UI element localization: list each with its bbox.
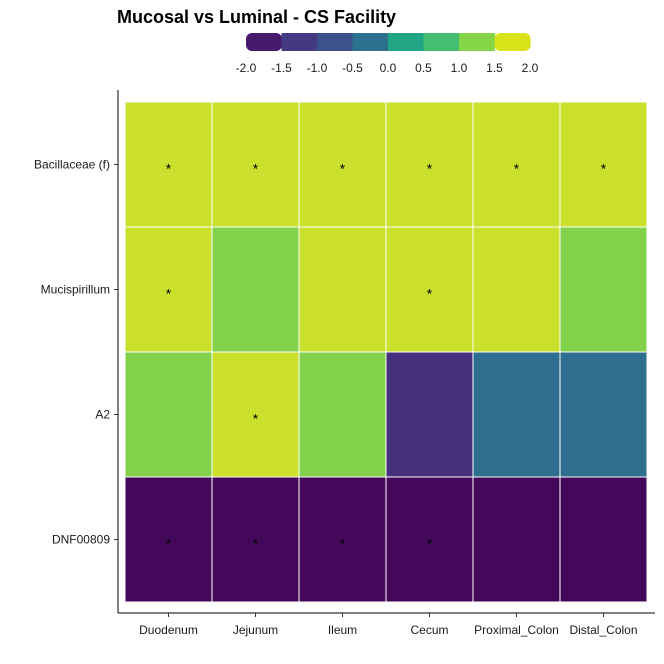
significance-star: * [427, 536, 433, 552]
y-tick-label: Bacillaceae (f) [34, 158, 110, 172]
heatmap-cell [559, 476, 648, 603]
y-tick-label: Mucispirillum [41, 283, 110, 297]
significance-star: * [253, 411, 259, 427]
heatmap-cell [298, 226, 387, 353]
legend-tick-label: -1.0 [307, 61, 328, 75]
legend-tick-label: 0.0 [380, 61, 397, 75]
heatmap-cell [385, 351, 474, 478]
legend-tick-label: -2.0 [236, 61, 257, 75]
significance-star: * [427, 286, 433, 302]
y-tick-label: A2 [95, 408, 110, 422]
legend-tick-label: 1.5 [486, 61, 503, 75]
legend-tick-label: 0.5 [415, 61, 432, 75]
legend-tick-label: 1.0 [451, 61, 468, 75]
significance-star: * [340, 161, 346, 177]
significance-star: * [427, 161, 433, 177]
legend-swatch [317, 33, 354, 51]
x-tick-label: Ileum [328, 623, 357, 637]
x-tick-label: Proximal_Colon [474, 623, 559, 637]
legend-swatch [459, 33, 496, 51]
heatmap-cell [385, 476, 474, 603]
x-tick-label: Distal_Colon [569, 623, 637, 637]
heatmap-cell [559, 226, 648, 353]
significance-star: * [601, 161, 607, 177]
heatmap-cell [472, 226, 561, 353]
heatmap-cell [472, 476, 561, 603]
legend-swatch [494, 33, 531, 51]
x-tick-label: Jejunum [233, 623, 278, 637]
y-tick-label: DNF00809 [52, 533, 110, 547]
x-tick-label: Duodenum [139, 623, 198, 637]
heatmap-cell [559, 351, 648, 478]
significance-star: * [166, 161, 172, 177]
significance-star: * [253, 536, 259, 552]
legend-swatch [281, 33, 318, 51]
significance-star: * [340, 536, 346, 552]
heatmap-cells [124, 101, 648, 603]
axes: Bacillaceae (f) Mucispirillum A2 DNF00809 Du… [34, 90, 655, 637]
chart-title: Mucosal vs Luminal - CS Facility [117, 7, 396, 27]
significance-star: * [514, 161, 520, 177]
heatmap-cell [211, 101, 300, 228]
heatmap-cell [472, 351, 561, 478]
legend-swatch [423, 33, 460, 51]
significance-star: * [253, 161, 259, 177]
significance-star: * [166, 286, 172, 302]
legend-tick-label: 2.0 [522, 61, 539, 75]
heatmap-cell [298, 476, 387, 603]
heatmap-cell [385, 226, 474, 353]
heatmap-cell [298, 351, 387, 478]
heatmap-cell [472, 101, 561, 228]
heatmap-cell [124, 476, 213, 603]
color-legend: -2.0 -1.5 -1.0 -0.5 0.0 0.5 1.0 1.5 2.0 [236, 33, 539, 75]
legend-swatch [352, 33, 389, 51]
heatmap-cell [124, 351, 213, 478]
legend-tick-label: -0.5 [342, 61, 363, 75]
legend-swatch [388, 33, 425, 51]
heatmap-cell [385, 101, 474, 228]
heatmap-cell [211, 226, 300, 353]
x-tick-label: Cecum [410, 623, 448, 637]
heatmap-cell [559, 101, 648, 228]
heatmap-cell [124, 101, 213, 228]
legend-tick-label: -1.5 [271, 61, 292, 75]
heatmap-cell [298, 101, 387, 228]
significance-star: * [166, 536, 172, 552]
significance-markers: * * * * * * * * * * * * * [166, 161, 607, 552]
legend-swatch [246, 33, 283, 51]
